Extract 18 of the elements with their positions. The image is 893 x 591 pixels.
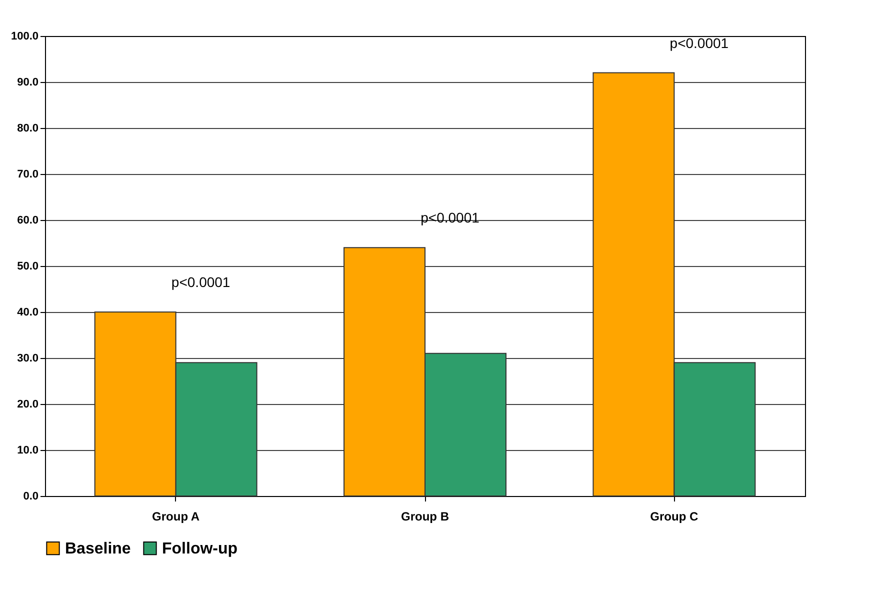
x-tick-label: Group A: [152, 510, 200, 524]
annotation: p<0.0001: [171, 274, 230, 290]
y-tick-label: 70.0: [17, 168, 38, 180]
x-tick-label: Group C: [650, 510, 699, 524]
y-tick-label: 50.0: [17, 260, 38, 272]
legend-label: Follow-up: [162, 540, 238, 558]
y-tick-label: 100.0: [10, 30, 38, 42]
y-tick-label: 80.0: [17, 122, 38, 134]
y-tick-label: 20.0: [17, 398, 38, 410]
y-tick-label: 10.0: [17, 444, 38, 456]
y-tick-label: 30.0: [17, 352, 38, 364]
legend-label: Baseline: [65, 540, 131, 558]
y-tick-label: 40.0: [17, 306, 38, 318]
annotation: p<0.0001: [670, 34, 729, 51]
y-tick-label: 60.0: [17, 214, 38, 226]
y-tick-label: 0.0: [23, 490, 38, 502]
y-tick-label: 90.0: [17, 76, 38, 88]
x-tick-label: Group B: [401, 510, 450, 524]
